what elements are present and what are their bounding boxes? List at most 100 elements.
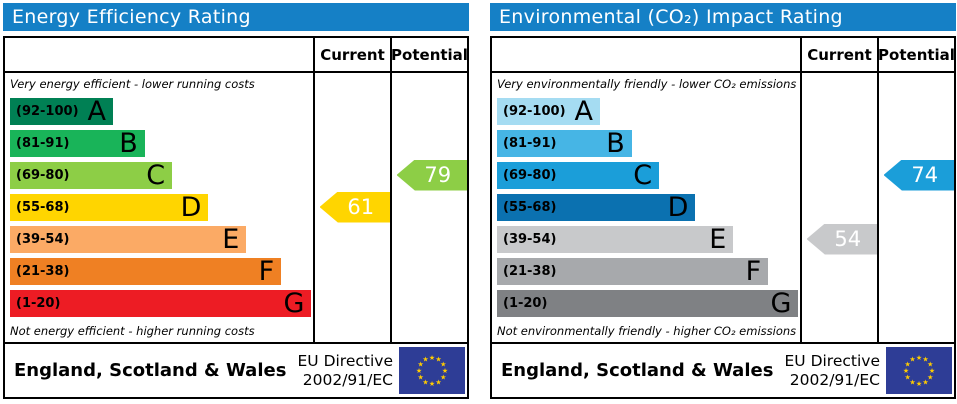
- band-bar-g: (1-20) G: [10, 287, 312, 319]
- band-bar-e: (39-54) E: [10, 223, 247, 255]
- eu-star-icon: ★: [442, 367, 448, 375]
- eu-star-icon: ★: [929, 367, 935, 375]
- band-row-a: (92-100) A: [5, 95, 467, 127]
- current-rating-value: 61: [347, 195, 375, 219]
- band-bar-f: (21-38) F: [497, 255, 769, 287]
- band-letter: C: [146, 159, 166, 191]
- band-bar-d: (55-68) D: [10, 191, 209, 223]
- band-row-f: (21-38) F: [5, 255, 467, 287]
- eu-star-icon: ★: [418, 374, 424, 382]
- eu-star-icon: ★: [916, 380, 922, 388]
- eu-flag-icon: ★ ★ ★ ★ ★ ★ ★ ★ ★ ★ ★ ★: [886, 347, 952, 394]
- band-range: (21-38): [503, 263, 557, 279]
- band-row-c: (69-80) C 79: [5, 159, 467, 191]
- band-row-b: (81-91) B: [492, 127, 954, 159]
- band-letter: D: [180, 191, 202, 223]
- current-rating-arrow: 54: [806, 223, 877, 255]
- band-range: (69-80): [16, 167, 70, 183]
- band-bar-a: (92-100) A: [497, 95, 601, 127]
- eu-star-icon: ★: [916, 354, 922, 362]
- band-row-d: (55-68) D: [492, 191, 954, 223]
- band-bar-b: (81-91) B: [10, 127, 145, 159]
- band-bar-b: (81-91) B: [497, 129, 632, 157]
- band-row-d: (55-68) D 61: [5, 191, 467, 223]
- co2-impact-panel: Environmental (CO₂) Impact Rating Curren…: [490, 3, 956, 399]
- band-letter: B: [119, 127, 138, 159]
- band-range: (1-20): [503, 295, 548, 311]
- eu-star-icon: ★: [927, 374, 933, 382]
- eu-star-icon: ★: [909, 378, 915, 386]
- eu-star-icon: ★: [435, 356, 441, 364]
- band-bar-g: (1-20) G: [497, 289, 799, 317]
- bottom-note-row: Not energy efficient - higher running co…: [5, 319, 467, 342]
- band-range: (92-100): [16, 103, 79, 119]
- band-row-a: (92-100) A: [492, 95, 954, 127]
- eu-star-icon: ★: [422, 378, 428, 386]
- band-row-e: (39-54) E 54: [492, 223, 954, 255]
- current-column-header: Current: [800, 38, 877, 71]
- band-range: (81-91): [16, 135, 70, 151]
- eu-star-icon: ★: [440, 374, 446, 382]
- panel-title: Environmental (CO₂) Impact Rating: [499, 6, 843, 28]
- band-row-f: (21-38) F: [492, 255, 954, 287]
- band-range: (81-91): [503, 135, 557, 151]
- panel-title-bar: Energy Efficiency Rating: [3, 3, 469, 31]
- current-rating-value: 54: [834, 227, 862, 251]
- band-letter: C: [633, 159, 653, 191]
- band-range: (1-20): [16, 295, 61, 311]
- band-bar-a: (92-100) A: [10, 95, 114, 127]
- band-bar-d: (55-68) D: [497, 191, 696, 223]
- current-rating-arrow: 61: [319, 191, 390, 223]
- region-label: England, Scotland & Wales: [14, 360, 287, 381]
- potential-rating-arrow: 79: [396, 159, 467, 191]
- band-letter: A: [574, 95, 594, 127]
- eu-star-icon: ★: [418, 361, 424, 369]
- band-letter: A: [87, 95, 107, 127]
- band-bar-e: (39-54) E: [497, 223, 734, 255]
- column-header-row: Current Potential: [492, 38, 955, 73]
- eu-flag-icon: ★ ★ ★ ★ ★ ★ ★ ★ ★ ★ ★ ★: [399, 347, 465, 394]
- potential-rating-value: 79: [424, 163, 452, 187]
- band-letter: D: [667, 191, 689, 223]
- band-letter: F: [258, 255, 275, 287]
- band-row-c: (69-80) C 74: [492, 159, 954, 191]
- panel-title: Energy Efficiency Rating: [12, 6, 251, 28]
- rating-table: Current Potential Very environmentally f…: [490, 36, 956, 344]
- band-bar-c: (69-80) C: [10, 159, 173, 191]
- band-letter: E: [709, 223, 727, 255]
- bottom-note: Not environmentally friendly - higher CO…: [497, 323, 797, 338]
- band-letter: E: [222, 223, 240, 255]
- band-row-g: (1-20) G: [5, 287, 467, 319]
- eu-star-icon: ★: [909, 356, 915, 364]
- eu-star-icon: ★: [905, 361, 911, 369]
- potential-rating-value: 74: [911, 163, 939, 187]
- eu-star-icon: ★: [429, 380, 435, 388]
- potential-rating-arrow: 74: [883, 159, 954, 191]
- band-range: (92-100): [503, 103, 566, 119]
- band-range: (55-68): [16, 199, 70, 215]
- eu-star-icon: ★: [435, 378, 441, 386]
- eu-star-icon: ★: [903, 367, 909, 375]
- region-label: England, Scotland & Wales: [501, 360, 774, 381]
- panel-footer: England, Scotland & Wales EU Directive 2…: [490, 344, 956, 399]
- band-row-g: (1-20) G: [492, 287, 954, 319]
- top-note-row: Very energy efficient - lower running co…: [5, 73, 467, 95]
- top-note: Very energy efficient - lower running co…: [10, 77, 255, 91]
- band-range: (69-80): [503, 167, 557, 183]
- band-letter: F: [745, 255, 762, 287]
- current-column-header: Current: [313, 38, 390, 71]
- panel-title-bar: Environmental (CO₂) Impact Rating: [490, 3, 956, 31]
- band-range: (55-68): [503, 199, 557, 215]
- bottom-note-row: Not environmentally friendly - higher CO…: [492, 319, 954, 342]
- header-spacer: [492, 38, 800, 71]
- eu-star-icon: ★: [922, 378, 928, 386]
- band-range: (39-54): [503, 231, 557, 247]
- band-row-b: (81-91) B: [5, 127, 467, 159]
- eu-star-icon: ★: [440, 361, 446, 369]
- band-letter: G: [283, 287, 305, 319]
- panel-footer: England, Scotland & Wales EU Directive 2…: [3, 344, 469, 399]
- top-note: Very environmentally friendly - lower CO…: [497, 77, 797, 91]
- energy-efficiency-panel: Energy Efficiency Rating Current Potenti…: [3, 3, 469, 399]
- eu-star-icon: ★: [905, 374, 911, 382]
